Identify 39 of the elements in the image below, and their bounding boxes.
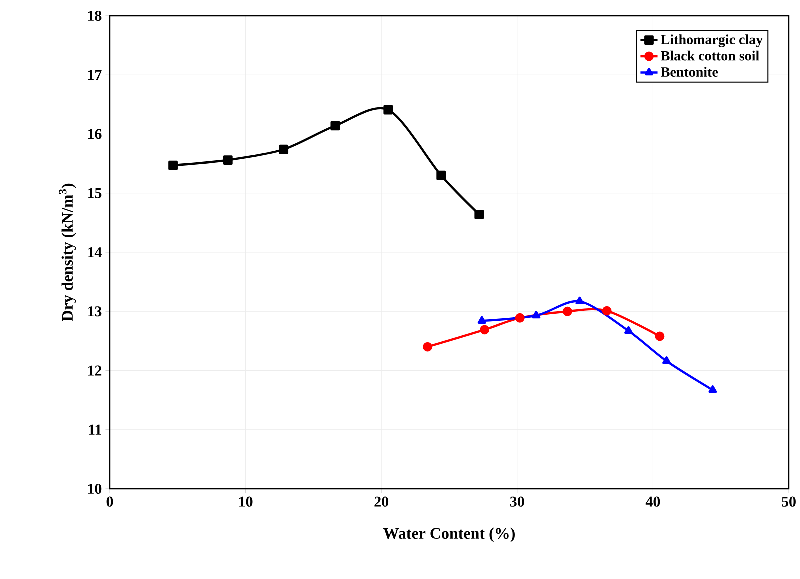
legend-label: Bentonite: [661, 67, 718, 77]
point: [279, 144, 289, 154]
point: [480, 325, 490, 335]
point: [474, 210, 484, 220]
legend-label: Lithomargic clay: [661, 34, 763, 48]
point: [532, 311, 541, 319]
point: [624, 326, 633, 334]
point: [562, 306, 572, 316]
point: [708, 386, 718, 394]
point: [662, 356, 671, 364]
y-tick-label: 12: [88, 366, 102, 376]
point: [384, 105, 394, 115]
y-tick-label: 13: [88, 306, 102, 317]
point: [576, 296, 584, 304]
point: [655, 332, 665, 342]
y-tick-label: 10: [88, 484, 102, 494]
x-tick-label: 10: [240, 496, 253, 507]
y-tick-label: 15: [88, 188, 102, 198]
point: [423, 342, 432, 352]
y-tick-label: 14: [88, 248, 102, 258]
y-tick-label: 11: [89, 424, 102, 435]
point: [168, 160, 178, 170]
x-tick-label: 30: [510, 496, 524, 507]
point: [436, 170, 446, 180]
x-tick-label: 40: [646, 496, 660, 507]
x-tick-label: 20: [374, 496, 389, 507]
point: [330, 121, 340, 131]
y-tick-label: 16: [88, 129, 102, 140]
y-axis-title: Dry density (kN/m$^{3}$): [59, 184, 76, 322]
legend-label: Black cotton soil: [661, 50, 760, 61]
y-tick-label: 18: [88, 10, 102, 22]
point: [515, 313, 525, 323]
point: [478, 316, 486, 324]
x-axis-title: Water Content (%): [384, 528, 515, 542]
x-tick-label: 50: [782, 496, 796, 507]
point: [602, 306, 612, 316]
x-tick-label: 0: [106, 496, 114, 507]
y-tick-label: 17: [88, 70, 102, 80]
point: [223, 156, 233, 165]
